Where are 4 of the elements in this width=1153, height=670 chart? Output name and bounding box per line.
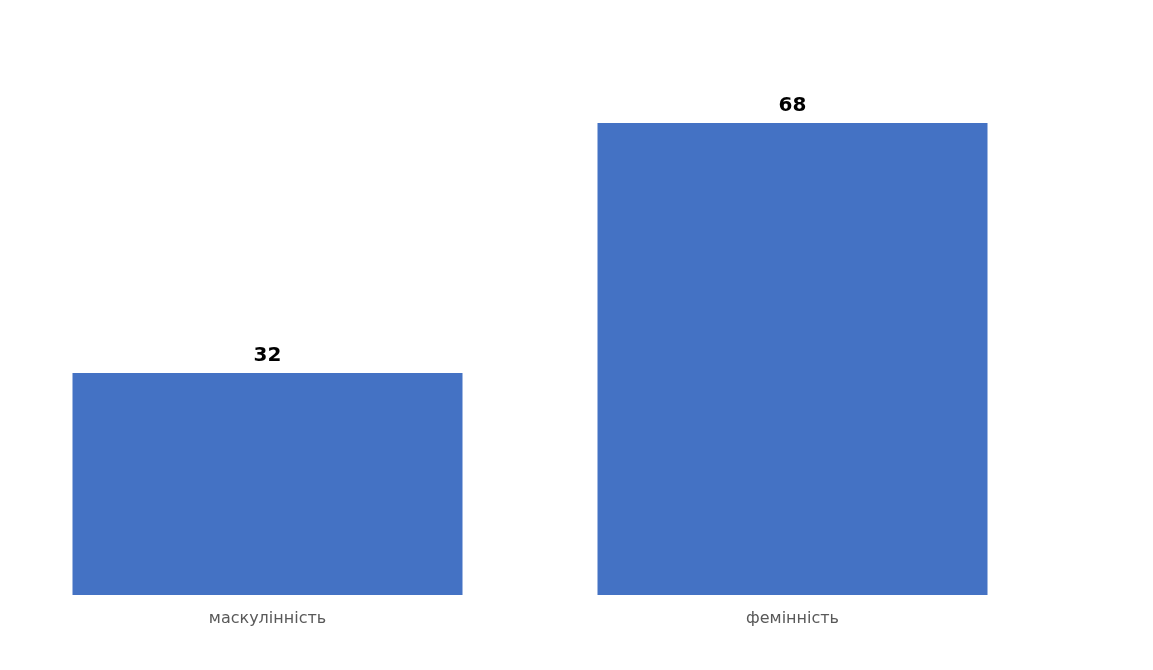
x-tick-label: маскулінність <box>208 607 327 627</box>
data-label: 68 <box>778 92 807 116</box>
data-label: 32 <box>253 341 282 366</box>
x-tick-label: фемінність <box>746 607 839 627</box>
